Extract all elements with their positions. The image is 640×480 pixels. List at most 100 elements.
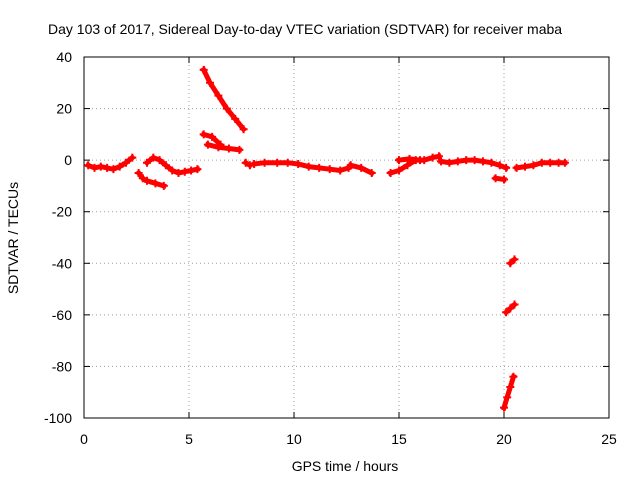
series-arc-13: [437, 156, 511, 172]
data-point: [283, 158, 292, 167]
data-point: [143, 176, 151, 185]
series-line: [204, 141, 243, 153]
data-point: [537, 158, 546, 167]
data-point: [84, 161, 93, 170]
series-arc-09: [250, 158, 353, 175]
data-point: [428, 153, 437, 162]
data-point: [386, 169, 395, 178]
data-point: [235, 145, 244, 154]
y-tick-label: 20: [56, 101, 72, 117]
data-series: [84, 65, 569, 412]
series-arc-04: [143, 176, 168, 190]
data-point: [521, 162, 529, 171]
data-point: [462, 156, 471, 165]
grid: [84, 57, 609, 418]
series-line: [438, 157, 510, 172]
data-point: [506, 259, 515, 268]
series-arc-02: [134, 169, 147, 183]
data-point: [149, 153, 158, 162]
x-tick-label: 0: [80, 431, 88, 447]
data-point: [155, 156, 164, 165]
data-point: [395, 166, 403, 175]
data-point: [509, 372, 518, 381]
data-point: [115, 162, 124, 171]
data-point: [161, 161, 170, 170]
x-axis-label: GPS time / hours: [292, 458, 399, 474]
data-point: [193, 165, 202, 174]
data-point: [510, 255, 519, 264]
y-tick-label: -20: [52, 204, 72, 220]
series-arc-11: [386, 152, 443, 178]
axis-ticks: 0 5 10 15 20 25 -100 -80 -60 -40 -20 0 20 40: [44, 49, 617, 447]
data-point: [325, 165, 334, 174]
series-arc-01: [84, 153, 137, 174]
data-point: [512, 163, 521, 172]
data-point: [214, 143, 223, 152]
data-point: [250, 160, 259, 169]
data-point: [416, 156, 424, 165]
data-point: [203, 140, 212, 149]
series-arc-16: [502, 300, 519, 317]
y-tick-label: -100: [44, 410, 72, 426]
series-arc-12: [395, 154, 424, 165]
data-point: [90, 163, 99, 172]
data-point: [159, 181, 168, 190]
data-point: [367, 169, 376, 178]
data-point: [109, 165, 118, 174]
data-point: [346, 161, 355, 170]
data-point: [495, 161, 504, 170]
y-tick-label: 0: [64, 152, 72, 168]
data-point: [529, 161, 538, 170]
data-point: [546, 158, 555, 167]
data-point: [453, 157, 462, 166]
series-line: [251, 160, 352, 174]
data-point: [445, 158, 454, 167]
data-point: [134, 169, 143, 178]
x-tick-label: 20: [496, 431, 512, 447]
series-arc-15: [500, 372, 518, 412]
data-point: [206, 78, 214, 87]
data-point: [273, 158, 282, 167]
data-point: [187, 166, 196, 175]
series-line: [200, 66, 248, 133]
data-point: [506, 304, 515, 313]
x-tick-label: 25: [601, 431, 617, 447]
data-point: [503, 393, 512, 402]
y-axis-label: SDTVAR / TECUs: [5, 182, 21, 294]
data-point: [224, 144, 233, 153]
data-point: [437, 157, 445, 166]
data-point: [506, 383, 515, 392]
data-point: [208, 132, 217, 141]
y-tick-label: 40: [56, 49, 72, 65]
data-point: [231, 114, 240, 123]
plot-frame: [83, 56, 610, 419]
data-point: [151, 179, 160, 188]
data-point: [510, 300, 519, 309]
x-tick-label: 15: [391, 431, 407, 447]
y-tick-label: -40: [52, 255, 72, 271]
data-point: [403, 161, 412, 170]
data-point: [260, 158, 269, 167]
data-point: [357, 163, 366, 172]
data-point: [315, 163, 324, 172]
x-tick-label: 5: [185, 431, 193, 447]
data-point: [128, 153, 137, 162]
data-point: [502, 308, 511, 317]
data-point: [560, 158, 569, 167]
data-point: [491, 174, 500, 183]
series-arc-14: [491, 174, 508, 184]
data-point: [479, 157, 487, 166]
data-point: [180, 167, 189, 176]
data-point: [168, 166, 177, 175]
data-point: [500, 175, 508, 184]
series-line: [500, 373, 517, 411]
data-point: [405, 154, 414, 163]
data-point: [199, 65, 208, 74]
data-point: [304, 162, 313, 171]
data-point: [294, 160, 303, 169]
data-point: [96, 162, 105, 171]
data-point: [103, 163, 112, 172]
x-tick-label: 10: [286, 431, 302, 447]
series-arc-10: [346, 161, 376, 178]
